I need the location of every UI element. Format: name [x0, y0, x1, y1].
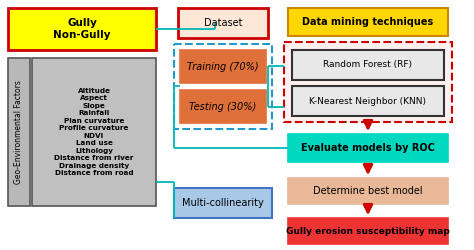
Text: Dataset: Dataset	[204, 18, 242, 28]
FancyBboxPatch shape	[288, 178, 448, 204]
FancyBboxPatch shape	[174, 188, 272, 218]
FancyBboxPatch shape	[178, 8, 268, 38]
FancyBboxPatch shape	[8, 58, 30, 206]
FancyBboxPatch shape	[284, 42, 452, 122]
Text: K-Nearest Neighbor (KNN): K-Nearest Neighbor (KNN)	[310, 96, 427, 106]
FancyBboxPatch shape	[8, 8, 156, 50]
Text: Random Forest (RF): Random Forest (RF)	[323, 60, 412, 70]
Text: Gully
Non-Gully: Gully Non-Gully	[53, 18, 111, 40]
Text: Multi-collinearity: Multi-collinearity	[182, 198, 264, 208]
Text: Evaluate models by ROC: Evaluate models by ROC	[301, 143, 435, 153]
Text: Altitude
Aspect
Slope
Rainfall
Plan curvature
Profile curvature
NDVI
Land use
Li: Altitude Aspect Slope Rainfall Plan curv…	[55, 88, 134, 176]
Text: Data mining techniques: Data mining techniques	[302, 17, 434, 27]
FancyBboxPatch shape	[180, 90, 266, 123]
Text: Gully erosion susceptibility map: Gully erosion susceptibility map	[286, 226, 450, 235]
FancyBboxPatch shape	[180, 50, 266, 83]
FancyBboxPatch shape	[292, 86, 444, 116]
FancyBboxPatch shape	[32, 58, 156, 206]
FancyBboxPatch shape	[288, 218, 448, 244]
Text: Geo-Environmental Factors: Geo-Environmental Factors	[15, 80, 24, 184]
Text: Determine best model: Determine best model	[313, 186, 423, 196]
FancyBboxPatch shape	[288, 8, 448, 36]
Text: Training (70%): Training (70%)	[187, 62, 259, 72]
FancyBboxPatch shape	[288, 134, 448, 162]
FancyBboxPatch shape	[292, 50, 444, 80]
Text: Testing (30%): Testing (30%)	[190, 102, 256, 112]
